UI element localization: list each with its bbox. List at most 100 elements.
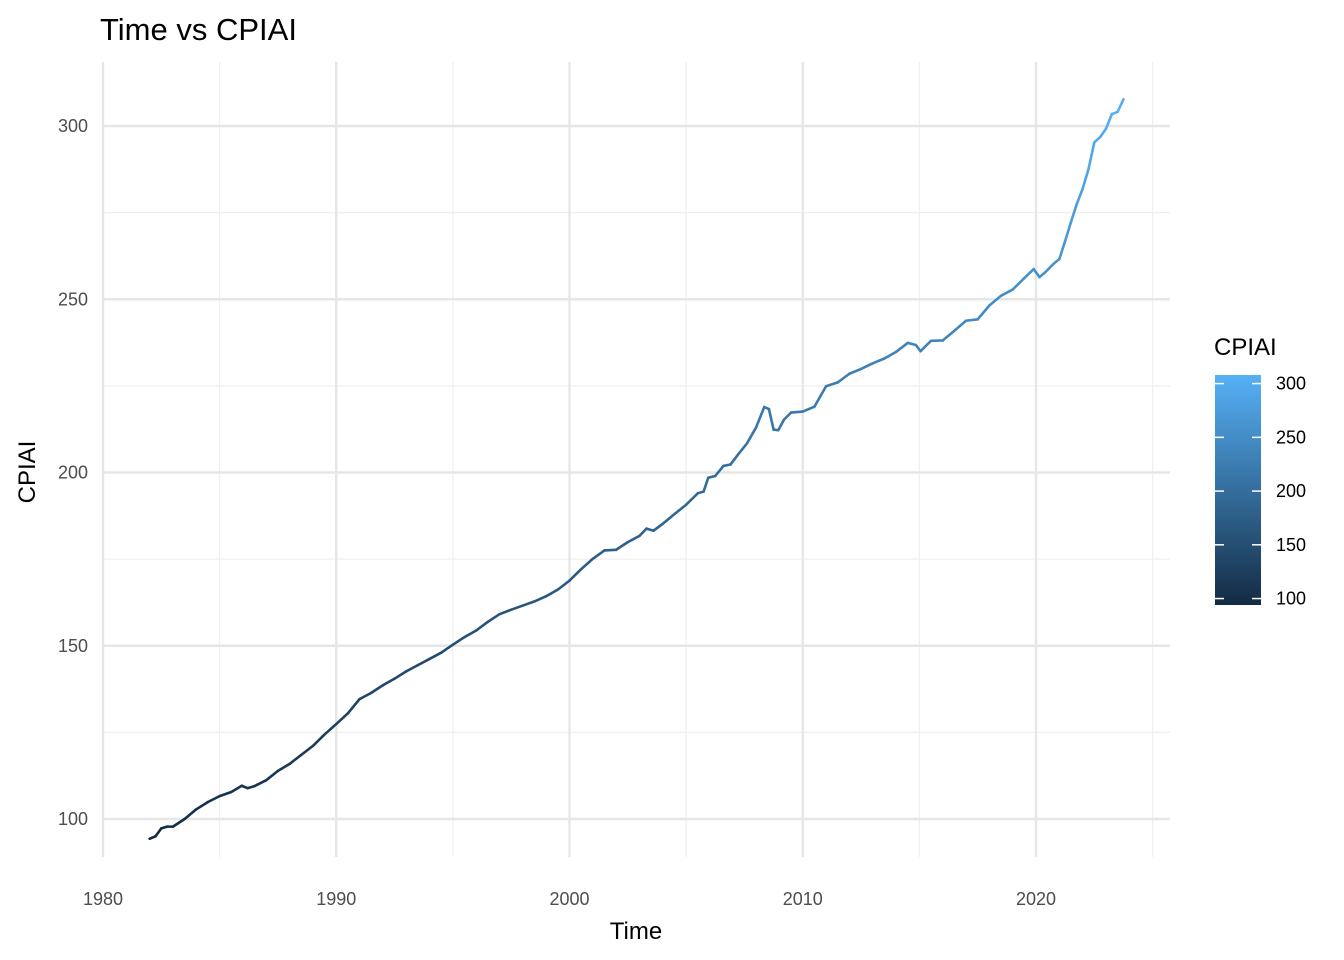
line-segment bbox=[509, 604, 525, 612]
line-segment bbox=[451, 635, 466, 647]
line-segment bbox=[661, 512, 676, 526]
line-segment bbox=[486, 612, 501, 624]
legend-title: CPIAI bbox=[1214, 334, 1277, 361]
color-legend: CPIAI 100 150 200 250 300 bbox=[1214, 334, 1306, 609]
line-segment bbox=[299, 744, 315, 757]
line-segment bbox=[614, 540, 630, 552]
line-segment bbox=[404, 663, 420, 673]
line-segment bbox=[183, 807, 198, 821]
line-segment bbox=[498, 608, 513, 616]
legend-ticks: 100 150 200 250 300 bbox=[1215, 374, 1306, 609]
y-tick-label: 100 bbox=[58, 809, 88, 829]
line-segment bbox=[323, 722, 338, 736]
line-segment bbox=[1011, 276, 1026, 291]
line-segment bbox=[824, 381, 840, 388]
x-tick-label: 2000 bbox=[549, 889, 589, 909]
line-segment bbox=[999, 288, 1014, 298]
line-segment bbox=[964, 318, 979, 323]
line-segment bbox=[544, 588, 560, 598]
line-segment bbox=[729, 452, 740, 466]
line-segment bbox=[334, 712, 350, 726]
line-segment bbox=[953, 319, 968, 333]
line-segment bbox=[894, 341, 910, 354]
line-segment bbox=[358, 691, 373, 701]
line-segment bbox=[801, 405, 816, 413]
line-segment bbox=[1116, 98, 1125, 114]
x-tick-label: 1990 bbox=[316, 889, 356, 909]
line-segment bbox=[521, 600, 536, 607]
line-segment bbox=[206, 794, 221, 804]
legend-tick-label: 300 bbox=[1276, 374, 1306, 394]
line-segment bbox=[579, 557, 595, 571]
line-segment bbox=[813, 384, 828, 408]
line-segment bbox=[393, 670, 408, 680]
line-segment bbox=[288, 753, 303, 766]
line-segment bbox=[416, 657, 431, 667]
line-segment bbox=[941, 329, 956, 342]
line-segment bbox=[1104, 112, 1114, 131]
line-segment bbox=[218, 790, 233, 798]
legend-tick-label: 150 bbox=[1276, 535, 1306, 555]
line-segment bbox=[976, 304, 991, 321]
line-segment bbox=[533, 594, 548, 603]
line-segment bbox=[171, 817, 186, 828]
line-segment bbox=[1087, 140, 1096, 171]
legend-tick-label: 100 bbox=[1276, 589, 1306, 609]
chart-title: Time vs CPIAI bbox=[100, 12, 297, 47]
line-segment bbox=[1081, 168, 1090, 191]
y-axis-title: CPIAI bbox=[14, 441, 41, 504]
line-segment bbox=[253, 778, 268, 788]
line-segment bbox=[836, 372, 851, 384]
line-segment bbox=[346, 697, 361, 715]
line-segment bbox=[737, 442, 749, 456]
line-segment bbox=[591, 549, 606, 561]
line-segment bbox=[745, 426, 758, 446]
y-tick-label: 250 bbox=[58, 289, 88, 309]
line-segment bbox=[919, 339, 933, 353]
line-segment bbox=[859, 362, 875, 371]
x-tick-label: 2010 bbox=[783, 889, 823, 909]
line-segment bbox=[1023, 267, 1035, 280]
line-segment bbox=[264, 769, 280, 782]
x-tick-label: 2020 bbox=[1016, 889, 1056, 909]
grid bbox=[101, 62, 1170, 857]
y-tick-label: 150 bbox=[58, 636, 88, 656]
line-segment bbox=[782, 411, 793, 421]
line-segment bbox=[311, 733, 326, 748]
line-segment bbox=[369, 683, 385, 695]
line-segment bbox=[673, 503, 688, 516]
y-tick-label: 300 bbox=[58, 116, 88, 136]
line-segment bbox=[1063, 220, 1073, 243]
line-segment bbox=[276, 762, 291, 773]
line-segment bbox=[883, 350, 898, 360]
y-axis-ticks: 100 150 200 250 300 bbox=[58, 116, 88, 829]
x-tick-label: 1980 bbox=[83, 889, 123, 909]
line-segment bbox=[1069, 202, 1079, 224]
line-segment bbox=[754, 405, 766, 429]
line-segment bbox=[1032, 267, 1041, 279]
line-segment bbox=[988, 294, 1003, 307]
line-segment bbox=[684, 491, 700, 507]
line-segment bbox=[229, 784, 244, 794]
line-segment bbox=[638, 527, 648, 538]
line-segment bbox=[776, 418, 786, 432]
line-segment bbox=[702, 476, 710, 493]
line-segment bbox=[154, 827, 163, 838]
line-segment bbox=[1058, 239, 1067, 261]
line-segment bbox=[556, 579, 571, 591]
y-tick-label: 200 bbox=[58, 463, 88, 483]
line-segment bbox=[652, 522, 665, 533]
x-axis-title: Time bbox=[610, 918, 662, 945]
line-segment bbox=[789, 410, 805, 414]
line-segment bbox=[767, 407, 775, 431]
line-segment bbox=[906, 341, 918, 347]
line-segment bbox=[603, 548, 618, 552]
line-segment bbox=[871, 357, 886, 365]
line-segment bbox=[713, 464, 725, 478]
legend-colorbar bbox=[1215, 375, 1261, 605]
legend-tick-label: 250 bbox=[1276, 427, 1306, 447]
line-segment bbox=[568, 567, 583, 582]
line-segment bbox=[848, 367, 863, 376]
